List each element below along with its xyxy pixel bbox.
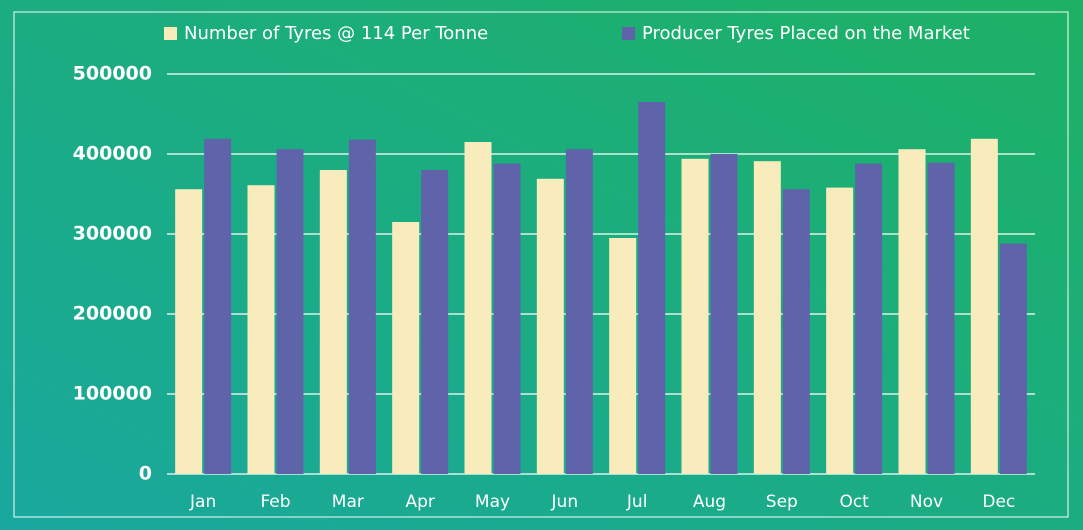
y-tick-label: 300000 <box>73 223 152 245</box>
bar <box>565 149 593 474</box>
bar <box>710 154 738 474</box>
y-tick-label: 200000 <box>73 303 152 325</box>
bar <box>175 189 203 474</box>
x-tick-label: Jun <box>551 492 579 512</box>
x-tick-label: Feb <box>260 492 290 512</box>
x-tick-label: Aug <box>693 492 726 512</box>
x-tick-label: Sep <box>766 492 798 512</box>
bar <box>392 222 420 474</box>
legend-label: Producer Tyres Placed on the Market <box>642 23 970 44</box>
x-tick-label: Nov <box>910 492 943 512</box>
bar <box>536 178 564 475</box>
y-tick-label: 500000 <box>73 63 152 85</box>
legend-label: Number of Tyres @ 114 Per Tonne <box>184 23 488 44</box>
bar <box>826 187 854 474</box>
bar <box>276 149 304 474</box>
y-tick-label: 100000 <box>73 383 152 405</box>
bar <box>753 161 781 474</box>
bar <box>247 185 275 474</box>
x-tick-label: Jul <box>626 492 648 512</box>
bar <box>493 163 521 474</box>
x-tick-label: Jan <box>189 492 216 512</box>
bar <box>855 163 883 474</box>
x-tick-label: May <box>475 492 510 512</box>
bar <box>204 138 232 475</box>
bar <box>348 139 376 474</box>
y-tick-label: 400000 <box>73 143 152 165</box>
bar <box>927 162 955 475</box>
legend-swatch <box>164 27 177 40</box>
bar <box>898 149 926 474</box>
y-tick-label: 0 <box>139 463 152 485</box>
frame <box>13 11 1069 518</box>
bar <box>782 189 810 474</box>
x-tick-label: Apr <box>405 492 434 512</box>
x-tick-label: Oct <box>839 492 869 512</box>
bar <box>464 142 492 474</box>
bar <box>681 158 709 475</box>
bar <box>319 170 347 474</box>
bar <box>421 170 449 474</box>
bar <box>970 138 998 475</box>
bar <box>609 238 637 474</box>
bar <box>999 243 1027 474</box>
legend-swatch <box>622 27 635 40</box>
bar <box>638 102 666 474</box>
x-tick-label: Mar <box>332 492 364 512</box>
x-tick-label: Dec <box>982 492 1015 512</box>
